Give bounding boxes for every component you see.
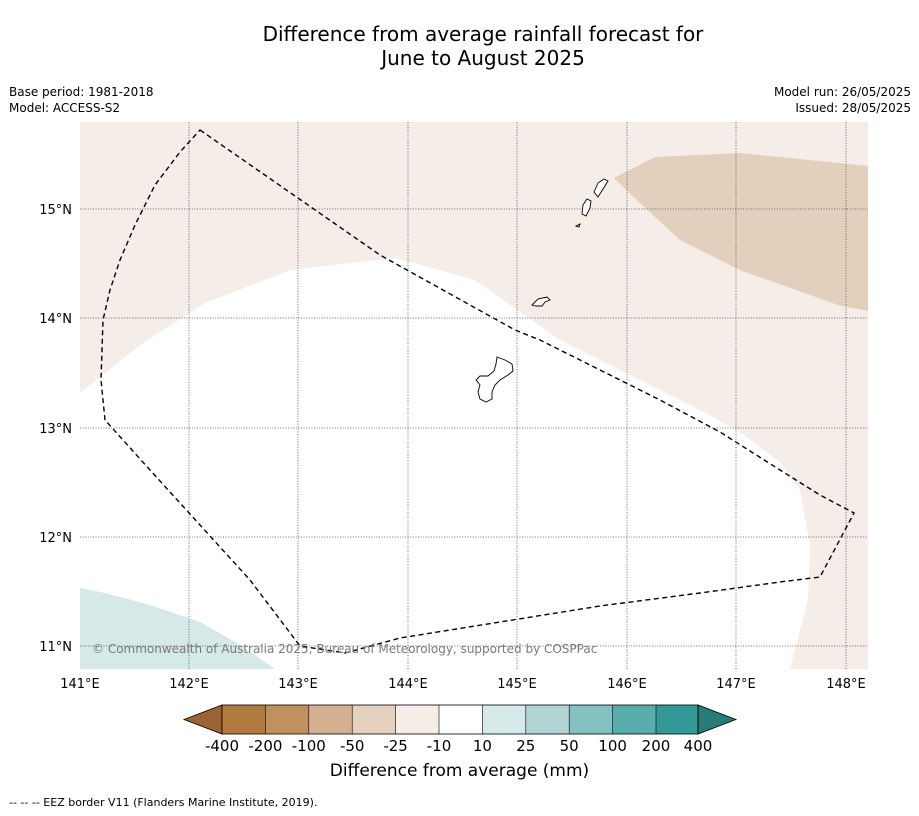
lon-label: 148°E: [826, 677, 866, 692]
colorbar-swatch: [612, 705, 656, 734]
colorbar-tick: 25: [516, 737, 536, 755]
lat-label: 14°N: [39, 312, 72, 327]
colorbar-extend-high: [697, 704, 738, 735]
guam-island: [475, 356, 514, 403]
map-area: © Commonwealth of Australia 2025, Bureau…: [80, 122, 868, 669]
tinian-island: [581, 198, 592, 217]
lon-label: 145°E: [497, 677, 537, 692]
colorbar: [182, 704, 738, 735]
rainfall-region-wet: [80, 588, 275, 669]
colorbar-label: Difference from average (mm): [329, 761, 590, 781]
base-period: Base period: 1981-2018: [9, 85, 154, 99]
lon-label: 143°E: [278, 677, 318, 692]
title-line-1: Difference from average rainfall forecas…: [262, 22, 704, 46]
colorbar-swatch: [482, 705, 526, 734]
colorbar-swatch: [569, 705, 613, 734]
lon-label: 147°E: [716, 677, 756, 692]
colorbar-tick: -10: [426, 737, 452, 755]
colorbar-swatch: [525, 705, 570, 734]
meta-right: Model run: 26/05/2025 Issued: 28/05/2025: [774, 84, 911, 116]
lat-label: 13°N: [39, 422, 72, 437]
lon-label: 146°E: [607, 677, 647, 692]
lat-label: 12°N: [39, 531, 72, 546]
colorbar-swatch: [439, 705, 483, 734]
colorbar-swatch: [656, 705, 698, 734]
colorbar-tick: 100: [598, 737, 627, 755]
issued-date: Issued: 28/05/2025: [795, 101, 911, 115]
colorbar-ticks: -400 -200 -100 -50 -25 -10 10 25 50 100 …: [0, 737, 919, 755]
colorbar-swatch: [265, 705, 309, 734]
lon-label: 144°E: [388, 677, 428, 692]
colorbar-tick: 10: [472, 737, 492, 755]
title-line-2: June to August 2025: [381, 46, 585, 70]
model-run: Model run: 26/05/2025: [773, 85, 911, 99]
graticule: [80, 122, 868, 669]
colorbar-tick: 50: [559, 737, 579, 755]
rota-island: [531, 296, 551, 307]
colorbar-outline: [221, 704, 699, 735]
lon-label: 141°E: [60, 677, 100, 692]
lon-label: 142°E: [169, 677, 209, 692]
lat-axis: 15°N 14°N 13°N 12°N 11°N: [39, 203, 72, 655]
map-title: Difference from average rainfall forecas…: [0, 22, 919, 70]
colorbar-swatch: [308, 705, 353, 734]
aguijan-island: [574, 223, 581, 228]
colorbar-tick: 200: [641, 737, 671, 755]
lat-label: 11°N: [39, 640, 72, 655]
lat-label: 15°N: [39, 203, 72, 218]
copyright-text: © Commonwealth of Australia 2025, Bureau…: [92, 642, 597, 656]
colorbar-swatch: [222, 705, 266, 734]
colorbar-swatch: [352, 705, 396, 734]
meta-left: Base period: 1981-2018 Model: ACCESS-S2: [9, 84, 154, 116]
colorbar-dividers: [265, 705, 657, 734]
colorbar-extend-low: [182, 704, 223, 735]
saipan-island: [593, 178, 609, 198]
colorbar-tick: -50: [339, 737, 365, 755]
lon-axis: 141°E 142°E 143°E 144°E 145°E 146°E 147°…: [60, 677, 866, 692]
eez-legend-note: -- -- -- EEZ border V11 (Flanders Marine…: [9, 796, 318, 809]
colorbar-tick: -400: [204, 737, 240, 755]
colorbar-tick: -100: [291, 737, 326, 755]
colorbar-swatch: [395, 705, 439, 734]
island-outlines: [475, 178, 609, 403]
colorbar-tick: 400: [683, 737, 713, 755]
rainfall-region-light-dry: [80, 122, 868, 669]
rainfall-region-dry: [614, 153, 868, 311]
colorbar-tick: -200: [248, 737, 283, 755]
eez-border: [100, 129, 855, 654]
model-name: Model: ACCESS-S2: [9, 101, 121, 115]
colorbar-tick: -25: [383, 737, 408, 755]
